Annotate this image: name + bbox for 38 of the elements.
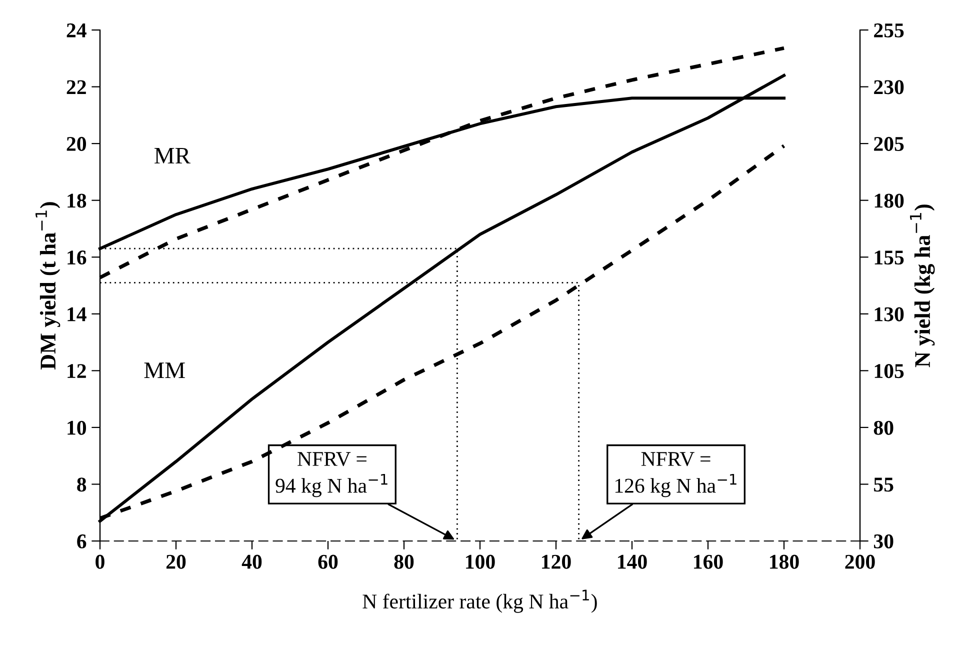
x-tick-label: 180 [770, 554, 799, 569]
y-tick-label: 24 [66, 23, 86, 38]
y2-tick-label: 180 [874, 194, 904, 208]
x-tick-label: 200 [845, 554, 875, 569]
y2-tick-label: 80 [874, 420, 894, 435]
y2-tick-label: 155 [874, 250, 904, 265]
y-tick-label: 10 [68, 420, 86, 435]
y2-tick-label: 205 [874, 136, 904, 151]
x-tick-label: 100 [466, 554, 495, 569]
y-tick-label: 22 [66, 80, 86, 94]
y2-tick-label: 105 [874, 364, 904, 378]
x-tick-label: 20 [166, 554, 186, 569]
y-tick-label: 14 [68, 307, 86, 322]
annotation: MR [154, 148, 191, 164]
x-tick-label: 120 [542, 554, 571, 569]
y-tick-label: 6 [77, 534, 86, 548]
x-tick-label: 40 [242, 554, 262, 569]
y-tick-label: 8 [77, 478, 86, 492]
x-tick-label: 140 [618, 554, 647, 569]
y2-tick-label: 30 [874, 534, 894, 548]
annotation: MM [144, 362, 185, 378]
x-axis-title: N fertilizer rate (kg N ha$^{−1}$) [362, 590, 597, 613]
x-tick-label: 0 [96, 554, 104, 569]
y2-tick-label: 255 [874, 23, 904, 38]
y2-axis-title: N yield (kg ha$^{−1}$) [910, 204, 935, 368]
y-tick-label: 16 [68, 250, 86, 265]
y2-tick-label: 130 [874, 307, 904, 322]
x-tick-label: 60 [318, 554, 338, 569]
y2-tick-label: 230 [874, 80, 904, 94]
y-axis-title: DM yield (t ha$^{−1}$) [36, 202, 60, 370]
x-tick-label: 160 [694, 554, 723, 569]
annotation: NFRV = 94 kg N ha$^{−1}$ [276, 452, 388, 498]
y-tick-label: 20 [66, 136, 86, 151]
annotation: NFRV = 126 kg N ha$^{−1}$ [615, 452, 736, 498]
x-tick-label: 80 [394, 554, 414, 569]
y-tick-label: 12 [68, 364, 86, 378]
y-tick-label: 18 [68, 194, 86, 208]
y2-tick-label: 55 [874, 478, 894, 492]
